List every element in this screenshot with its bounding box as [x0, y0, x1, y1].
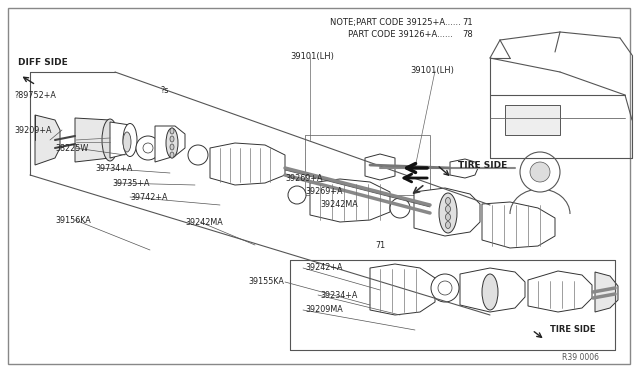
Polygon shape — [528, 271, 592, 312]
Text: 71: 71 — [375, 241, 385, 250]
Text: 39156KA: 39156KA — [55, 215, 91, 224]
Text: 39209MA: 39209MA — [305, 305, 343, 314]
Polygon shape — [450, 159, 478, 178]
Polygon shape — [155, 126, 185, 162]
Ellipse shape — [102, 119, 118, 161]
Text: 39209+A: 39209+A — [14, 125, 51, 135]
Bar — [305, 135, 430, 195]
Polygon shape — [35, 115, 60, 165]
Ellipse shape — [170, 152, 174, 158]
Text: 38225W: 38225W — [55, 144, 88, 153]
Ellipse shape — [166, 128, 178, 158]
Text: 39735+A: 39735+A — [112, 179, 150, 187]
Ellipse shape — [170, 128, 174, 134]
Text: PART CODE 39126+A......: PART CODE 39126+A...... — [348, 29, 453, 38]
Text: DIFF SIDE: DIFF SIDE — [18, 58, 68, 67]
Ellipse shape — [123, 124, 137, 157]
Polygon shape — [482, 202, 555, 248]
Ellipse shape — [170, 136, 174, 142]
Polygon shape — [414, 188, 480, 236]
Ellipse shape — [445, 221, 451, 228]
Text: 39234+A: 39234+A — [320, 291, 357, 299]
Text: 39734+A: 39734+A — [95, 164, 132, 173]
Polygon shape — [365, 154, 395, 180]
Text: ?s: ?s — [160, 86, 168, 94]
Text: 39269+A: 39269+A — [285, 173, 323, 183]
Polygon shape — [110, 122, 136, 158]
Ellipse shape — [482, 274, 498, 310]
Text: 71: 71 — [462, 17, 472, 26]
Polygon shape — [460, 268, 525, 312]
Polygon shape — [75, 118, 118, 162]
Text: TIRE SIDE: TIRE SIDE — [550, 326, 595, 334]
Text: TIRE SIDE: TIRE SIDE — [458, 160, 508, 170]
Circle shape — [438, 281, 452, 295]
Circle shape — [431, 274, 459, 302]
Circle shape — [390, 198, 410, 218]
Polygon shape — [370, 264, 435, 315]
Ellipse shape — [445, 214, 451, 221]
Polygon shape — [595, 272, 618, 312]
Ellipse shape — [445, 205, 451, 212]
Text: 78: 78 — [462, 29, 473, 38]
Circle shape — [530, 162, 550, 182]
Polygon shape — [310, 179, 390, 222]
Text: 39242+A: 39242+A — [305, 263, 342, 273]
Text: 39101(LH): 39101(LH) — [410, 65, 454, 74]
Circle shape — [288, 186, 306, 204]
Text: NOTE;PART CODE 39125+A......: NOTE;PART CODE 39125+A...... — [330, 17, 461, 26]
Ellipse shape — [445, 198, 451, 205]
Text: 39155KA: 39155KA — [248, 278, 284, 286]
Circle shape — [136, 136, 160, 160]
Circle shape — [143, 143, 153, 153]
Text: 39742+A: 39742+A — [130, 192, 168, 202]
Ellipse shape — [439, 193, 457, 233]
Circle shape — [188, 145, 208, 165]
Bar — [505, 105, 560, 135]
Text: 39101(LH): 39101(LH) — [290, 51, 334, 61]
Text: 39269+A: 39269+A — [305, 186, 342, 196]
Text: R39 0006: R39 0006 — [562, 353, 599, 362]
Ellipse shape — [170, 144, 174, 150]
Ellipse shape — [123, 132, 131, 152]
Text: 39242MA: 39242MA — [320, 199, 358, 208]
Text: ?89752+A: ?89752+A — [14, 90, 56, 99]
Text: 39242MA: 39242MA — [185, 218, 223, 227]
Polygon shape — [210, 143, 285, 185]
Circle shape — [520, 152, 560, 192]
